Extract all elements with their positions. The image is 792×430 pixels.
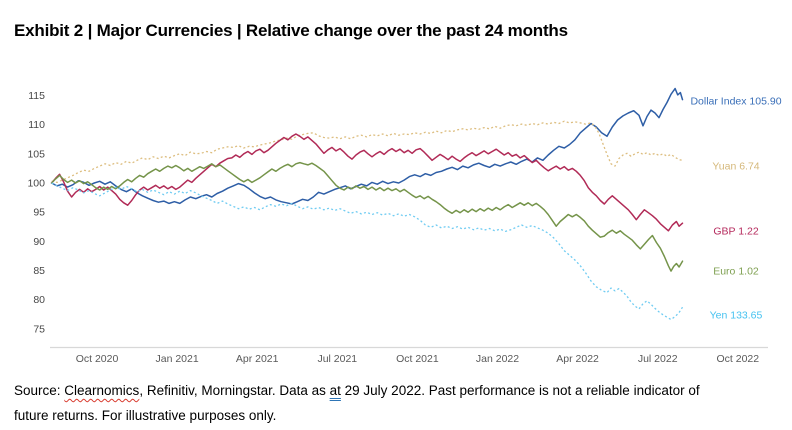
source-middle: , Refinitiv, Morningstar. Data as bbox=[139, 383, 330, 398]
y-tick-label: 75 bbox=[33, 323, 45, 335]
series-line-dollar-index bbox=[50, 87, 684, 205]
y-tick-label: 115 bbox=[28, 90, 45, 102]
x-tick-label: Oct 2021 bbox=[396, 353, 439, 365]
series-label-dollar-index: Dollar Index 105.90 bbox=[690, 95, 781, 107]
series-label-yen: Yen 133.65 bbox=[710, 309, 763, 321]
x-tick-label: Oct 2020 bbox=[76, 353, 119, 365]
y-tick-label: 90 bbox=[33, 236, 45, 248]
y-tick-label: 105 bbox=[27, 148, 45, 160]
x-tick-label: Jul 2021 bbox=[317, 353, 357, 365]
source-rest: 29 July 2022. Past performance is not a … bbox=[340, 383, 700, 398]
y-tick-label: 95 bbox=[33, 207, 45, 219]
y-tick-label: 100 bbox=[27, 178, 45, 190]
x-tick-label: Jul 2022 bbox=[638, 353, 678, 365]
series-line-gbp bbox=[50, 133, 684, 232]
chart-area: 115 110 105 100 95 90 85 80 75 Oct 2020 Jan 2021 Ap… bbox=[0, 68, 792, 380]
source-line2: future returns. For illustrative purpose… bbox=[14, 407, 277, 423]
series-label-yuan: Yuan 6.74 bbox=[712, 161, 759, 173]
series-line-euro bbox=[50, 161, 684, 272]
source-note: Source: Clearnomics, Refinitiv, Mornings… bbox=[14, 379, 780, 428]
y-tick-label: 80 bbox=[33, 294, 45, 306]
y-tick-label: 85 bbox=[33, 265, 45, 277]
series-label-euro: Euro 1.02 bbox=[713, 266, 759, 278]
source-prefix: Source: bbox=[14, 383, 65, 398]
currency-chart-svg: 115 110 105 100 95 90 85 80 75 Oct 2020 Jan 2021 Ap… bbox=[27, 87, 782, 365]
x-tick-label: Jan 2022 bbox=[476, 353, 519, 365]
x-tick-label: Jan 2021 bbox=[155, 353, 198, 365]
source-misspelled-word: Clearnomics bbox=[64, 383, 140, 398]
x-tick-label: Oct 2022 bbox=[716, 353, 759, 365]
y-tick-label: 110 bbox=[28, 119, 45, 131]
x-tick-label: Apr 2022 bbox=[556, 353, 599, 365]
series-line-yen bbox=[51, 182, 684, 321]
exhibit-title: Exhibit 2 | Major Currencies | Relative … bbox=[14, 21, 568, 40]
x-tick-label: Apr 2021 bbox=[236, 353, 279, 365]
source-grammar-word: at bbox=[329, 383, 341, 398]
series-line-yuan bbox=[51, 120, 683, 184]
series-label-gbp: GBP 1.22 bbox=[713, 225, 758, 237]
